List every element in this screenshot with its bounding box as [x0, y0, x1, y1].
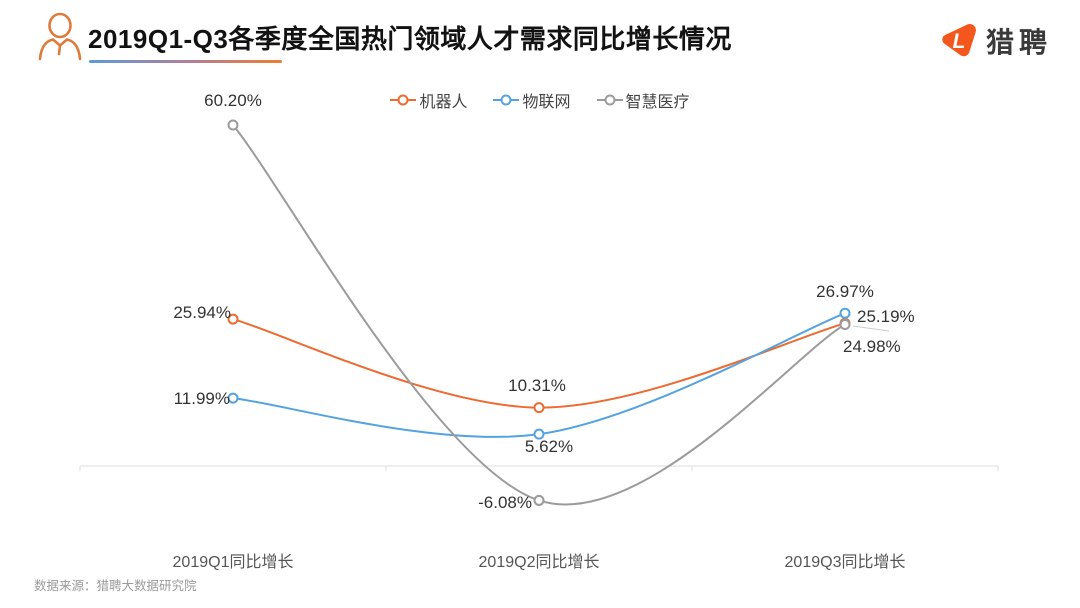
value-label-medical-q1: 60.20%	[204, 91, 262, 110]
legend-marker-iot	[493, 94, 520, 106]
legend-label-iot: 物联网	[522, 94, 571, 111]
brand-name: 猎聘	[985, 27, 1052, 58]
title-underline	[89, 60, 282, 63]
x-axis-label-q2: 2019Q2同比增长	[478, 554, 600, 571]
x-axis-label-q3: 2019Q3同比增长	[784, 554, 906, 571]
legend-marker-robot	[390, 94, 417, 106]
legend-label-robot: 机器人	[419, 94, 468, 111]
value-label-robot-q1: 25.94%	[173, 303, 231, 322]
liepin-logo-icon: L	[942, 24, 976, 57]
value-label-iot-q1: 11.99%	[173, 389, 230, 408]
x-axis-label-q1: 2019Q1同比增长	[172, 554, 294, 571]
legend-label-medical: 智慧医疗	[625, 94, 690, 111]
person-icon	[30, 12, 88, 67]
logo-letter: L	[953, 30, 966, 53]
legend-item-medical: 智慧医疗	[596, 88, 690, 112]
legend-item-iot: 物联网	[493, 88, 571, 112]
brand-logo: L 猎聘	[939, 21, 1052, 61]
value-label-robot-q3: 25.19%	[857, 307, 915, 326]
value-label-iot-q3: 26.97%	[816, 282, 874, 301]
value-label-iot-q2: 5.62%	[524, 437, 574, 456]
legend-item-robot: 机器人	[390, 88, 467, 112]
value-label-medical-q3: 24.98%	[843, 337, 901, 356]
legend-marker-medical	[596, 94, 623, 106]
chart-legend: 机器人 物联网 智慧医疗	[0, 88, 1080, 112]
value-label-robot-q2: 10.31%	[508, 376, 566, 395]
data-source: 数据来源：猎聘大数据研究院	[34, 579, 197, 593]
value-label-medical-q2: -6.08%	[478, 493, 532, 512]
chart-title: 2019Q1-Q3各季度全国热门领域人才需求同比增长情况	[88, 24, 732, 54]
